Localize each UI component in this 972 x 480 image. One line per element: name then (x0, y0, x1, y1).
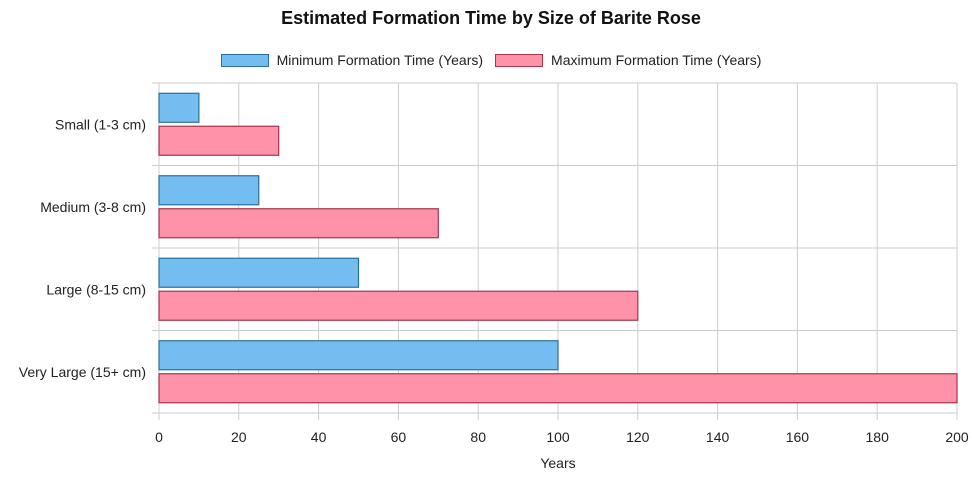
legend-label-max: Maximum Formation Time (Years) (551, 52, 762, 68)
legend: Minimum Formation Time (Years) Maximum F… (0, 52, 972, 68)
x-tick-label: 140 (706, 429, 730, 445)
x-tick-label: 0 (155, 429, 163, 445)
legend-item-max[interactable]: Maximum Formation Time (Years) (495, 52, 761, 68)
x-tick-label: 80 (470, 429, 486, 445)
x-tick-label: 40 (311, 429, 327, 445)
bars (158, 92, 958, 404)
x-tick-label: 60 (391, 429, 407, 445)
bar-max[interactable] (158, 290, 639, 321)
x-tick-label: 160 (786, 429, 810, 445)
x-axis-title: Years (540, 455, 575, 471)
bar-max[interactable] (158, 125, 280, 156)
bar-min[interactable] (158, 175, 260, 206)
x-tick-label: 100 (546, 429, 570, 445)
legend-label-min: Minimum Formation Time (Years) (276, 52, 484, 68)
legend-swatch-max (495, 53, 544, 67)
bar-min[interactable] (158, 257, 360, 288)
legend-swatch-min (220, 53, 269, 67)
bar-min[interactable] (158, 92, 200, 123)
y-tick-label: Small (1-3 cm) (55, 116, 146, 132)
axes: 0 20 40 60 80 100 120 140 160 180 200 Small (1-3 cm… (19, 116, 969, 445)
bar-max[interactable] (158, 208, 439, 239)
x-tick-label: 180 (866, 429, 890, 445)
legend-item-min[interactable]: Minimum Formation Time (Years) (220, 52, 484, 68)
y-tick-label: Medium (3-8 cm) (40, 199, 146, 215)
x-tick-label: 200 (945, 429, 969, 445)
chart-title: Estimated Formation Time by Size of Bari… (281, 8, 701, 28)
x-tick-label: 120 (626, 429, 650, 445)
bar-max[interactable] (158, 373, 958, 404)
x-tick-label: 20 (231, 429, 247, 445)
bar-min[interactable] (158, 340, 559, 371)
y-tick-label: Large (8-15 cm) (46, 281, 146, 297)
y-tick-label: Very Large (15+ cm) (19, 364, 146, 380)
